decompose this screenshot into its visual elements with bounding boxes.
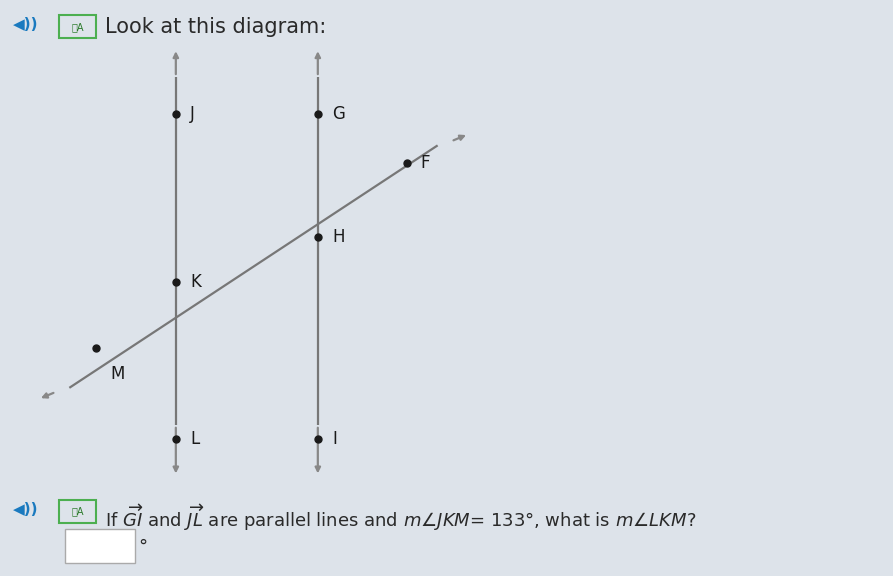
FancyBboxPatch shape [59,16,96,38]
Text: 文A: 文A [71,507,84,517]
Text: M: M [110,365,124,383]
FancyBboxPatch shape [65,529,135,563]
Text: ◀)): ◀)) [13,502,39,517]
Text: G: G [332,105,345,123]
Text: H: H [332,228,345,245]
Text: L: L [190,430,199,448]
Text: If $\overrightarrow{GI}$ and $\overrightarrow{JL}$ are parallel lines and $m\ang: If $\overrightarrow{GI}$ and $\overright… [104,502,697,533]
Text: 文A: 文A [71,22,84,32]
Text: I: I [332,430,337,448]
Text: °: ° [138,537,147,555]
Text: Look at this diagram:: Look at this diagram: [104,17,326,37]
FancyBboxPatch shape [59,500,96,523]
Text: K: K [190,273,201,291]
Text: F: F [421,153,430,172]
Text: ◀)): ◀)) [13,17,39,32]
Text: J: J [190,105,195,123]
